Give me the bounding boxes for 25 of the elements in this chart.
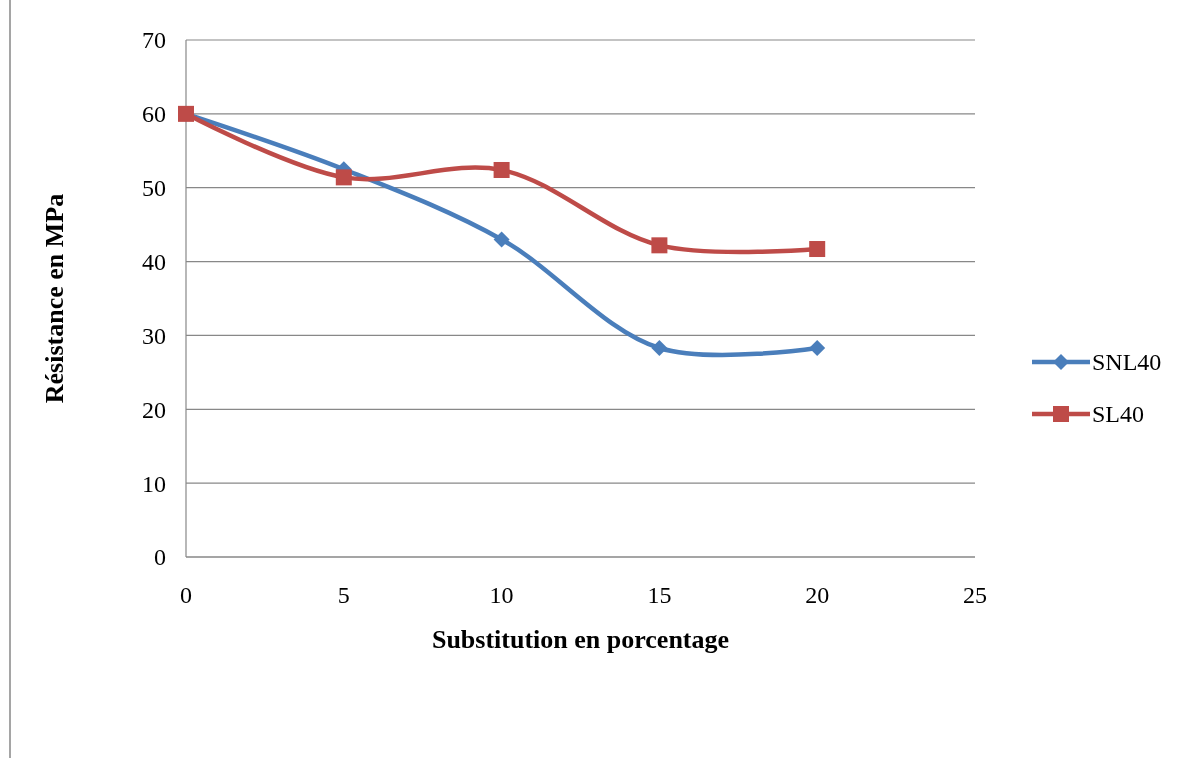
point [335,169,352,186]
y-tick-label: 0 [154,544,166,571]
point [651,339,668,356]
point [651,237,668,254]
y-tick-label: 60 [142,101,166,128]
point [493,161,510,178]
x-tick-label: 0 [180,582,192,608]
x-tick-label: 25 [963,582,987,608]
x-tick-label: 5 [337,582,350,608]
legend-label: SL40 [1092,401,1145,428]
y-tick-label: 20 [142,396,166,423]
y-axis-title: Résistance en MPa [40,193,69,404]
point [809,241,826,258]
y-tick-label: 30 [142,322,166,349]
point [493,231,510,248]
x-tick-label: 15 [647,582,672,608]
legend-label: SNL40 [1092,349,1162,376]
x-tick-label: 20 [805,582,830,608]
x-tick-label: 10 [489,582,514,608]
y-tick-label: 10 [142,470,166,497]
y-tick-label: 40 [142,248,166,275]
point [809,339,826,356]
y-tick-label: 70 [142,27,166,54]
y-tick-label: 50 [142,175,166,202]
x-axis-title: Substitution en porcentage [431,625,730,654]
